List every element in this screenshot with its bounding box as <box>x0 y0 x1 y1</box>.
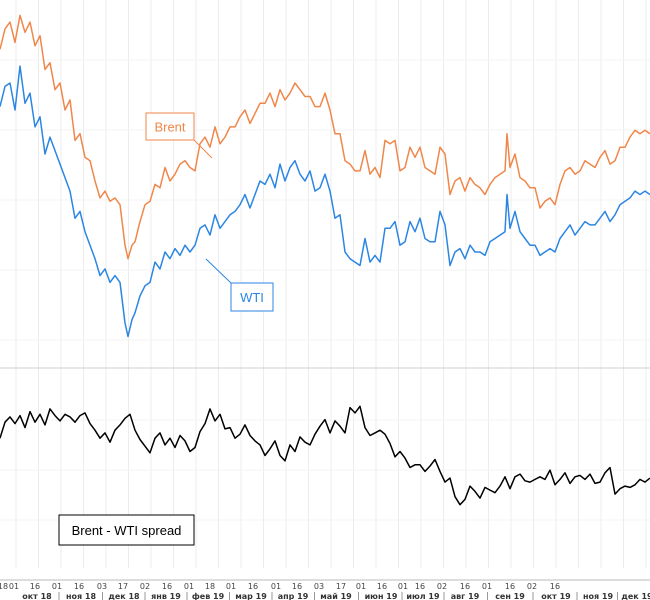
x-tick-day: 16 <box>74 582 84 591</box>
x-tick-month: июн 19 <box>365 592 398 600</box>
x-tick-day: 16 <box>377 582 387 591</box>
x-tick-day: 01 <box>52 582 62 591</box>
x-tick-day: 17 <box>118 582 128 591</box>
x-tick-month: дек 19 <box>621 592 650 600</box>
x-tick-day: 01 <box>271 582 281 591</box>
x-tick-day: 16 <box>30 582 40 591</box>
x-tick-month: ноя 19 <box>583 592 614 600</box>
x-tick-month: окт 19 <box>541 592 571 600</box>
x-tick-day: 02 <box>527 582 537 591</box>
wti-series-line <box>0 65 650 338</box>
x-tick-day: 01 <box>184 582 194 591</box>
x-tick-day: 16 <box>460 582 470 591</box>
x-tick-day: 16 <box>248 582 258 591</box>
x-tick-month: май 19 <box>320 592 352 600</box>
brent-series-line <box>0 14 650 260</box>
x-tick-month: окт 18 <box>22 592 52 600</box>
x-tick-day: 01 <box>9 582 19 591</box>
wti-label-text: WTI <box>240 290 264 305</box>
spread-label-text: Brent - WTI spread <box>72 523 182 538</box>
x-tick-day: 02 <box>437 582 447 591</box>
x-tick-day: 16 <box>162 582 172 591</box>
x-tick-month: янв 19 <box>151 592 181 600</box>
x-tick-day: 17 <box>336 582 346 591</box>
x-tick-day: 16 <box>292 582 302 591</box>
x-tick-day: 16 <box>505 582 515 591</box>
x-tick-month: ноя 18 <box>66 592 97 600</box>
x-tick-day: 02 <box>140 582 150 591</box>
wti-label-box <box>230 282 274 312</box>
x-tick-day: 03 <box>314 582 324 591</box>
x-tick-day: 18 <box>205 582 215 591</box>
x-tick-month: июл 19 <box>406 592 440 600</box>
spread-label-box <box>58 514 195 546</box>
x-tick-day: 16 <box>550 582 560 591</box>
x-tick-month: мар 19 <box>235 592 267 600</box>
x-tick-month: дек 18 <box>108 592 140 600</box>
x-tick-day: 01 <box>226 582 236 591</box>
x-tick-day: 01 <box>398 582 408 591</box>
x-tick-day: 18 <box>0 582 8 591</box>
x-tick-month: фев 19 <box>192 592 225 600</box>
brent-label-box <box>145 112 195 141</box>
x-tick-month: апр 19 <box>278 592 309 600</box>
x-tick-month: авг 19 <box>451 592 480 600</box>
wti-label-leader <box>205 258 232 284</box>
x-tick-day: 03 <box>97 582 107 591</box>
spread-series-line <box>0 405 650 506</box>
x-tick-month: сен 19 <box>495 592 525 600</box>
brent-label-leader <box>193 139 213 159</box>
x-tick-day: 01 <box>482 582 492 591</box>
brent-label-text: Brent <box>154 120 185 135</box>
x-tick-day: 01 <box>356 582 366 591</box>
x-tick-day: 16 <box>415 582 425 591</box>
